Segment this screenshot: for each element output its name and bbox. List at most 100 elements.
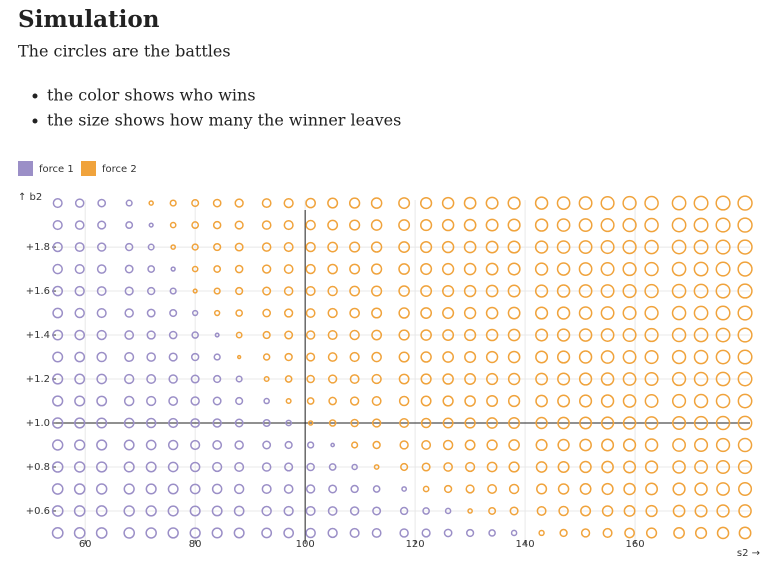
battle — [443, 462, 453, 472]
battle — [234, 264, 244, 274]
battle — [578, 350, 593, 364]
battle — [213, 265, 222, 273]
battle — [715, 283, 731, 299]
battle — [74, 395, 86, 407]
battle — [235, 286, 244, 296]
battle — [398, 329, 410, 341]
battle — [507, 218, 521, 232]
battle — [578, 240, 593, 254]
battle — [644, 460, 659, 474]
battle — [486, 372, 499, 386]
battle — [693, 327, 709, 343]
battle — [74, 220, 85, 230]
battle — [235, 396, 244, 406]
battle — [148, 200, 154, 206]
battle — [97, 198, 107, 208]
legend-swatch — [81, 161, 96, 176]
battle — [485, 218, 499, 232]
battle — [441, 240, 455, 254]
battle — [167, 439, 179, 451]
battle — [716, 482, 730, 496]
battle — [737, 437, 753, 453]
battle — [534, 284, 549, 298]
battle — [622, 416, 637, 430]
battle — [535, 394, 548, 408]
battle — [419, 196, 433, 210]
battle — [51, 417, 64, 429]
battle — [578, 306, 593, 320]
battle — [234, 440, 244, 450]
battle — [52, 307, 64, 319]
battle — [327, 241, 339, 253]
battle — [644, 195, 659, 211]
battle — [305, 484, 316, 494]
y-tick-label: +1.2 — [26, 374, 50, 385]
battle — [349, 374, 360, 384]
battle — [262, 440, 272, 450]
battle — [623, 482, 636, 496]
battle — [600, 306, 615, 320]
battle — [211, 505, 223, 517]
y-tick-label: +1.8 — [26, 242, 50, 253]
battle — [485, 262, 499, 276]
battle — [52, 329, 64, 341]
battle — [693, 261, 709, 277]
battle — [349, 241, 361, 253]
battle — [485, 350, 499, 364]
battle — [261, 505, 272, 517]
battle — [715, 393, 731, 409]
battle — [283, 286, 294, 296]
battle — [420, 373, 432, 385]
battle — [487, 484, 498, 494]
battle — [283, 264, 294, 274]
battle — [305, 527, 316, 539]
battle — [262, 286, 272, 296]
battle — [623, 505, 636, 517]
bullet-text: the size shows how many the winner leave… — [47, 111, 401, 130]
battle — [465, 484, 475, 494]
battle — [145, 527, 157, 539]
battle — [52, 373, 64, 385]
battle — [645, 527, 658, 539]
battle — [235, 331, 243, 339]
battle — [145, 505, 157, 517]
x-tick-label: 80 — [189, 539, 202, 550]
battle — [123, 417, 135, 429]
y-tick-label: +0.6 — [26, 506, 50, 517]
battle — [349, 219, 361, 231]
battle — [508, 439, 520, 451]
battle — [671, 327, 687, 343]
battle — [442, 439, 454, 451]
battle — [401, 486, 408, 492]
battle — [693, 415, 709, 431]
battle — [644, 217, 659, 233]
battle — [508, 483, 520, 495]
battle — [507, 328, 521, 342]
battle — [189, 527, 201, 539]
battle — [441, 196, 455, 210]
battle — [330, 442, 336, 448]
battle — [52, 351, 64, 363]
legend-label: force 2 — [102, 164, 137, 175]
battle — [211, 483, 223, 495]
battle — [211, 527, 223, 539]
battle — [622, 261, 637, 277]
battle — [737, 393, 753, 409]
battle — [671, 305, 687, 321]
battle — [189, 461, 201, 473]
battle — [96, 373, 108, 385]
battle — [601, 482, 614, 496]
battle — [672, 504, 686, 518]
battle — [715, 327, 731, 343]
battle — [485, 328, 499, 342]
battle — [96, 461, 108, 473]
battle — [123, 461, 135, 473]
battle — [52, 198, 63, 209]
battle — [622, 350, 637, 365]
battle — [52, 241, 63, 253]
battle — [95, 527, 108, 539]
battle — [52, 285, 64, 297]
battle — [507, 372, 521, 386]
battle — [147, 265, 156, 273]
battle — [351, 441, 359, 449]
